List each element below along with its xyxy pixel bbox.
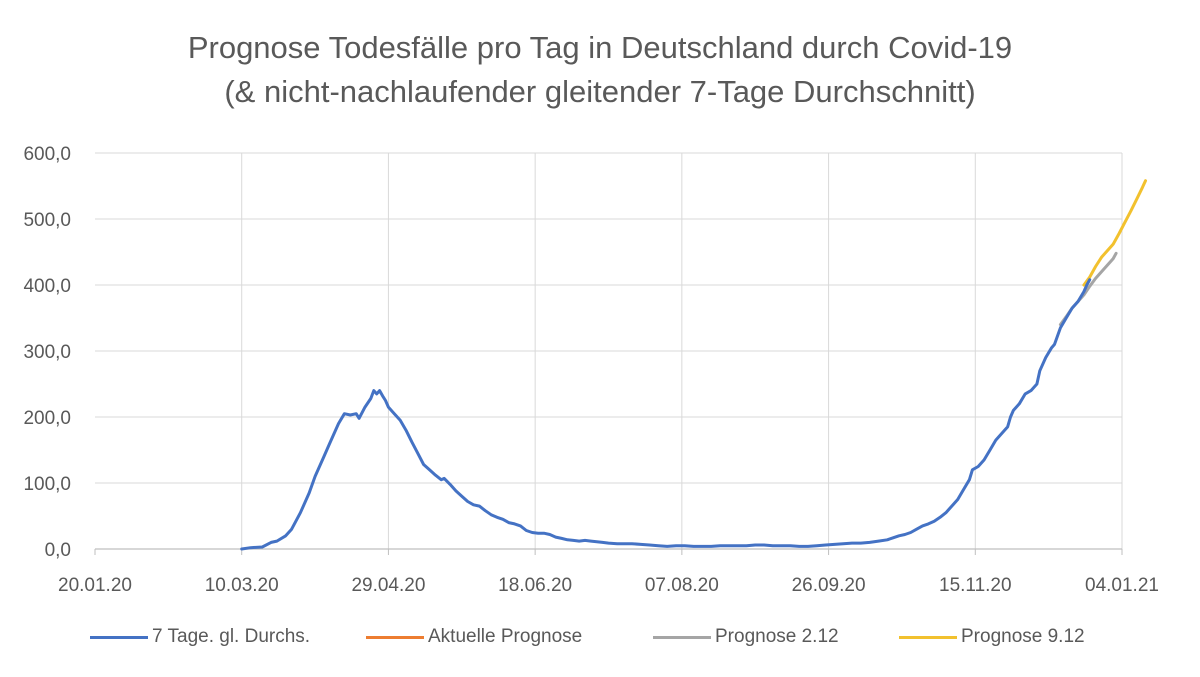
y-tick-label: 500,0 xyxy=(23,210,71,231)
legend-swatch xyxy=(90,635,148,639)
legend-swatch xyxy=(653,635,711,639)
chart-title-line-2: (& nicht-nachlaufender gleitender 7-Tage… xyxy=(224,74,976,109)
legend-item-7-tage-durchschnitt: 7 Tage. gl. Durchs. xyxy=(90,622,310,652)
x-tick-label: 07.08.20 xyxy=(645,575,719,596)
tick-labels: 0,0 100,0 200,0 300,0 400,0 500,0 600,0 20.01.2… xyxy=(23,144,1159,596)
y-tick-label: 400,0 xyxy=(23,276,71,297)
legend-label: 7 Tage. gl. Durchs. xyxy=(152,626,311,647)
x-tick-label: 26.09.20 xyxy=(792,575,866,596)
y-tick-label: 100,0 xyxy=(23,474,71,495)
x-tick-label: 18.06.20 xyxy=(498,575,572,596)
legend-swatch xyxy=(366,635,424,639)
legend: 7 Tage. gl. Durchs. Aktuelle Prognose Pr… xyxy=(0,622,1200,652)
legend-item-prognose-2-12: Prognose 2.12 xyxy=(653,622,839,652)
series-lines xyxy=(240,179,1147,551)
y-tick-label: 300,0 xyxy=(23,342,71,363)
gridlines xyxy=(95,152,1123,549)
y-tick-label: 0,0 xyxy=(45,540,71,561)
y-tick-label: 600,0 xyxy=(23,144,71,165)
legend-label: Prognose 2.12 xyxy=(715,626,839,647)
x-tick-label: 04.01.21 xyxy=(1085,575,1159,596)
x-tick-label: 10.03.20 xyxy=(205,575,279,596)
legend-swatch xyxy=(899,635,957,639)
chart-title: Prognose Todesfälle pro Tag in Deutschla… xyxy=(0,26,1200,114)
chart-title-line-1: Prognose Todesfälle pro Tag in Deutschla… xyxy=(187,30,1013,65)
series-line-7-tage-gl-durchs- xyxy=(240,278,1092,551)
legend-label: Prognose 9.12 xyxy=(961,626,1085,647)
x-tick-label: 29.04.20 xyxy=(351,575,425,596)
legend-item-aktuelle-prognose: Aktuelle Prognose xyxy=(366,622,582,652)
series-line-prognose-9-12 xyxy=(1082,179,1147,287)
x-tick-label: 15.11.20 xyxy=(939,575,1012,596)
axes xyxy=(94,548,1123,555)
y-tick-label: 200,0 xyxy=(23,408,71,429)
legend-item-prognose-9-12: Prognose 9.12 xyxy=(899,622,1085,652)
x-tick-label: 20.01.20 xyxy=(58,575,132,596)
legend-label: Aktuelle Prognose xyxy=(428,626,583,647)
